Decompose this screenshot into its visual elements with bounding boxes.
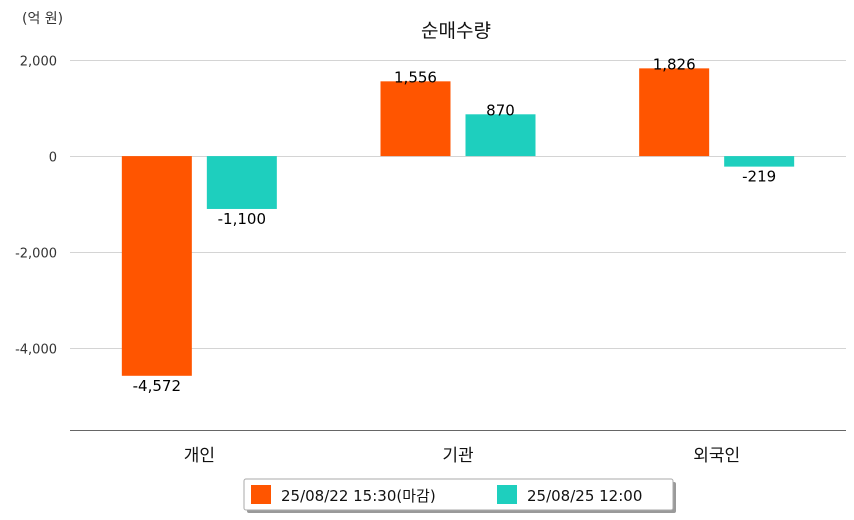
legend-swatch-series-1[interactable] bbox=[251, 485, 271, 504]
gridlines bbox=[70, 60, 846, 349]
data-label: -4,572 bbox=[133, 377, 181, 395]
y-tick-label: 2,000 bbox=[20, 55, 57, 70]
bars bbox=[121, 68, 795, 376]
x-tick-label: 외국인 bbox=[693, 446, 740, 466]
bar[interactable] bbox=[639, 68, 710, 157]
legend: 25/08/22 15:30(마감) 25/08/25 12:00 bbox=[243, 478, 676, 513]
data-label: -1,100 bbox=[218, 210, 266, 228]
bar[interactable] bbox=[380, 81, 451, 157]
x-axis-ticks: 개인 기관 외국인 bbox=[184, 446, 740, 466]
x-tick-label: 기관 bbox=[442, 446, 473, 466]
bar[interactable] bbox=[121, 156, 192, 376]
legend-label-series-1[interactable]: 25/08/22 15:30(마감) bbox=[281, 487, 436, 505]
unit-label: (억 원) bbox=[22, 11, 63, 27]
chart-title: 순매수량 bbox=[421, 20, 491, 42]
data-label: 1,556 bbox=[394, 68, 437, 86]
bar[interactable] bbox=[465, 114, 536, 157]
legend-label-series-2[interactable]: 25/08/25 12:00 bbox=[527, 487, 642, 505]
y-tick-label: 0 bbox=[49, 151, 57, 166]
y-axis-ticks: 2,000 0 -2,000 -4,000 bbox=[15, 55, 57, 358]
data-labels: -4,572 -1,100 1,556 870 1,826 -219 bbox=[133, 55, 777, 394]
y-tick-label: -4,000 bbox=[15, 343, 57, 358]
data-label: -219 bbox=[742, 168, 776, 186]
legend-swatch-series-2[interactable] bbox=[497, 485, 517, 504]
y-tick-label: -2,000 bbox=[15, 247, 57, 262]
bar[interactable] bbox=[724, 156, 795, 167]
legend-box bbox=[243, 478, 674, 511]
bar[interactable] bbox=[206, 156, 277, 209]
data-label: 870 bbox=[486, 101, 515, 119]
data-label: 1,826 bbox=[653, 55, 696, 73]
x-tick-label: 개인 bbox=[184, 446, 215, 466]
